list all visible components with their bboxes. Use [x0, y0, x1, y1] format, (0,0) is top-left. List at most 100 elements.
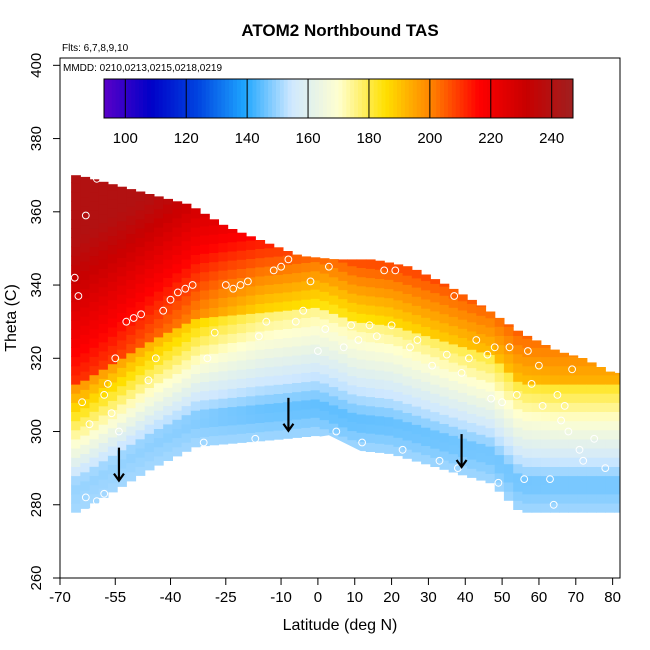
- heatmap-cell: [181, 259, 192, 269]
- heatmap-cell: [457, 300, 468, 311]
- heatmap-cell: [172, 382, 183, 393]
- heatmap-cell: [384, 361, 394, 372]
- heatmap-cell: [153, 391, 164, 402]
- colorbar-segment: [139, 79, 144, 118]
- heatmap-cell: [375, 315, 385, 325]
- heatmap-cell: [80, 187, 91, 198]
- heatmap-cell: [430, 457, 441, 467]
- heatmap-cell: [319, 291, 330, 302]
- heatmap-cell: [531, 402, 542, 412]
- heatmap-cell: [126, 370, 137, 381]
- heatmap-cell: [163, 240, 173, 251]
- heatmap-cell: [421, 417, 431, 428]
- heatmap-cell: [282, 291, 293, 302]
- heatmap-cell: [172, 391, 183, 402]
- heatmap-cell: [301, 271, 312, 282]
- heatmap-cell: [347, 366, 358, 377]
- colorbar-segment: [154, 79, 160, 118]
- colorbar-segment: [346, 79, 351, 118]
- heatmap-cell: [338, 381, 348, 391]
- heatmap-cell: [467, 340, 477, 350]
- colorbar-segment: [557, 79, 562, 118]
- heatmap-cell: [292, 272, 302, 283]
- heatmap-cell: [236, 387, 247, 398]
- arrows-layer: [113, 397, 468, 483]
- heatmap-cell: [457, 346, 468, 357]
- heatmap-cell: [347, 302, 358, 313]
- heatmap-cell: [421, 381, 431, 392]
- heatmap-cell: [319, 392, 330, 402]
- heatmap-cell: [347, 259, 358, 267]
- heatmap-cell: [71, 264, 81, 275]
- heatmap-cell: [328, 386, 339, 397]
- observation-point: [111, 354, 120, 363]
- heatmap-cell: [80, 489, 91, 500]
- heatmap-cell: [356, 386, 367, 397]
- heatmap-cell: [356, 395, 367, 406]
- heatmap-cell: [264, 421, 275, 432]
- heatmap-cell: [328, 313, 339, 323]
- heatmap-cell: [448, 316, 459, 327]
- heatmap-cell: [144, 414, 155, 425]
- heatmap-cell: [172, 226, 183, 237]
- heatmap-cell: [163, 405, 173, 416]
- heatmap-cell: [365, 295, 376, 306]
- heatmap-cell: [338, 335, 348, 345]
- heatmap-cell: [190, 208, 201, 210]
- heatmap-cell: [71, 191, 81, 202]
- heatmap-cell: [227, 388, 238, 398]
- colorbar-segment: [158, 79, 164, 118]
- heatmap-cell: [494, 408, 505, 419]
- heatmap-cell: [421, 363, 431, 373]
- heatmap-cell: [89, 475, 100, 486]
- heatmap-cell: [550, 393, 560, 403]
- heatmap-cell: [411, 442, 422, 453]
- heatmap-cell: [190, 336, 201, 347]
- heatmap-cell: [107, 336, 118, 346]
- heatmap-cell: [494, 472, 505, 483]
- heatmap-cell: [135, 383, 146, 394]
- heatmap-cell: [292, 327, 302, 338]
- heatmap-cell: [531, 356, 542, 367]
- heatmap-cell: [448, 435, 459, 446]
- heatmap-cell: [172, 254, 183, 265]
- observation-point: [608, 343, 617, 352]
- heatmap-cell: [430, 329, 441, 339]
- colorbar-segment: [561, 79, 566, 118]
- heatmap-cell: [200, 363, 210, 373]
- heatmap-cell: [144, 195, 155, 205]
- heatmap-cell: [117, 220, 127, 231]
- heatmap-cell: [411, 360, 422, 370]
- heatmap-cell: [513, 445, 523, 456]
- heatmap-cell: [586, 448, 597, 458]
- colorbar-segment: [107, 79, 113, 118]
- heatmap-cell: [135, 209, 146, 220]
- heatmap-cell: [411, 351, 422, 361]
- heatmap-cell: [384, 334, 394, 344]
- heatmap-cell: [476, 415, 487, 426]
- heatmap-cell: [485, 345, 496, 355]
- heatmap-cell: [559, 457, 569, 467]
- heatmap-cell: [411, 406, 422, 416]
- heatmap-cell: [80, 453, 91, 464]
- heatmap-cell: [107, 427, 118, 438]
- heatmap-cell: [384, 288, 394, 299]
- heatmap-cell: [227, 433, 238, 444]
- heatmap-cell: [476, 305, 487, 307]
- heatmap-cell: [577, 466, 588, 477]
- heatmap-cell: [411, 277, 422, 288]
- heatmap-cell: [153, 327, 164, 338]
- heatmap-cell: [522, 402, 533, 412]
- heatmap-cell: [531, 340, 542, 348]
- heatmap-cell: [605, 383, 616, 394]
- heatmap-cell: [319, 337, 330, 347]
- heatmap-cell: [98, 478, 109, 489]
- heatmap-cell: [310, 353, 321, 363]
- heatmap-cell: [356, 423, 367, 433]
- heatmap-cell: [89, 255, 100, 266]
- heatmap-cell: [71, 292, 81, 303]
- observation-point: [358, 438, 367, 447]
- heatmap-cell: [236, 250, 247, 260]
- heatmap-cell: [200, 390, 210, 401]
- heatmap-cell: [117, 211, 127, 222]
